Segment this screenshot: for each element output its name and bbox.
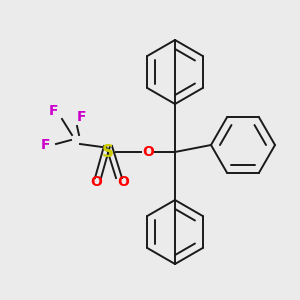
Text: O: O	[117, 175, 129, 189]
Text: O: O	[142, 145, 154, 159]
Text: F: F	[48, 104, 58, 118]
Text: F: F	[76, 110, 86, 124]
Text: F: F	[40, 138, 50, 152]
Text: O: O	[90, 175, 102, 189]
Text: S: S	[102, 143, 114, 161]
